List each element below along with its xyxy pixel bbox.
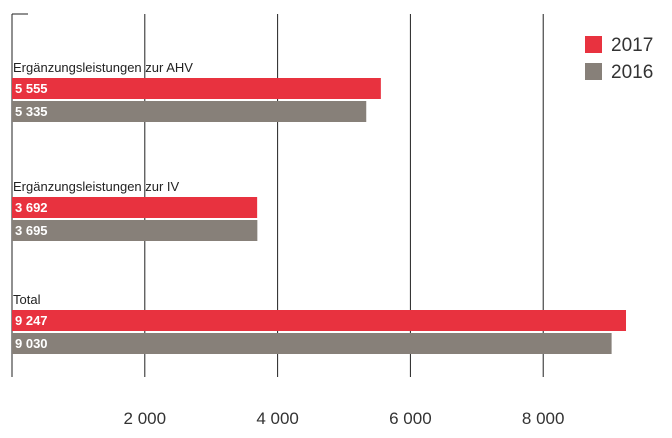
bar-value-label: 3 695	[15, 223, 48, 238]
x-tick-label: 8 000	[522, 409, 565, 428]
category-label: Ergänzungsleistungen zur AHV	[13, 60, 193, 75]
bar-value-label: 9 030	[15, 336, 48, 351]
bar-value-label: 9 247	[15, 313, 48, 328]
x-tick-label: 2 000	[124, 409, 167, 428]
bar-2016	[12, 333, 612, 354]
legend-swatch	[585, 36, 602, 53]
category-label: Ergänzungsleistungen zur IV	[13, 179, 180, 194]
x-tick-label: 4 000	[256, 409, 299, 428]
legend-swatch	[585, 63, 602, 80]
bar-2017	[12, 197, 258, 218]
bar-value-label: 5 335	[15, 104, 48, 119]
bar-2017	[12, 310, 627, 331]
bar-2017	[12, 78, 381, 99]
x-tick-label: 6 000	[389, 409, 432, 428]
bar-2016	[12, 101, 367, 122]
bar-value-label: 3 692	[15, 200, 48, 215]
legend-label: 2016	[611, 62, 653, 83]
bar-value-label: 5 555	[15, 81, 48, 96]
bar-2016	[12, 220, 258, 241]
category-label: Total	[13, 292, 41, 307]
legend-label: 2017	[611, 35, 653, 56]
